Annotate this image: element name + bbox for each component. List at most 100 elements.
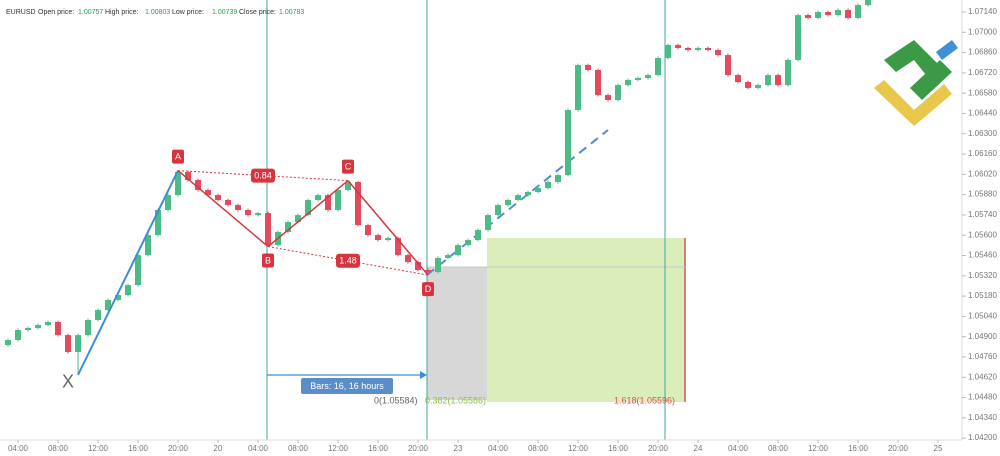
candle-body bbox=[265, 213, 271, 246]
y-tick-label: 1.07000 bbox=[968, 27, 997, 36]
y-tick-label: 1.05320 bbox=[968, 271, 997, 280]
symbol: EURUSD bbox=[6, 9, 36, 16]
candle-body bbox=[305, 200, 311, 216]
x-tick-label: 25 bbox=[934, 444, 943, 453]
candle-body bbox=[715, 50, 721, 56]
candle-body bbox=[805, 15, 811, 18]
candle-body bbox=[115, 295, 121, 300]
candle-body bbox=[45, 322, 51, 326]
x-tick-label: 23 bbox=[454, 444, 463, 453]
candle-body bbox=[425, 270, 431, 273]
y-tick-label: 1.04620 bbox=[968, 372, 997, 381]
fib-label: 1.618(1.05596) bbox=[614, 395, 675, 405]
bars-label-box bbox=[301, 378, 393, 394]
x-tick-label: 20 bbox=[214, 444, 223, 453]
candle-body bbox=[135, 255, 141, 286]
target-zone bbox=[487, 238, 685, 402]
x-tick-label: 04:00 bbox=[8, 444, 29, 453]
gray-zone bbox=[427, 267, 487, 400]
candle-body bbox=[585, 65, 591, 70]
candle-body bbox=[195, 180, 201, 190]
candle-body bbox=[155, 210, 161, 236]
candle-body bbox=[205, 190, 211, 196]
y-tick-label: 1.06300 bbox=[968, 129, 997, 138]
candle-body bbox=[505, 200, 511, 206]
pattern-leg bbox=[347, 180, 429, 276]
pattern-leg bbox=[177, 170, 269, 248]
candle-body bbox=[285, 222, 291, 233]
fib-label: 0(1.05584) bbox=[374, 395, 418, 405]
xa-leg bbox=[77, 170, 179, 376]
candle-body bbox=[365, 225, 371, 236]
y-tick-label: 1.04760 bbox=[968, 352, 997, 361]
logo bbox=[874, 40, 958, 126]
point-label: C bbox=[345, 161, 352, 171]
candle-body bbox=[185, 172, 191, 180]
x-tick-label: 08:00 bbox=[48, 444, 69, 453]
candle-body bbox=[775, 75, 781, 86]
candle-body bbox=[485, 215, 491, 230]
y-tick-label: 1.07140 bbox=[968, 7, 997, 16]
candle-body bbox=[795, 15, 801, 60]
candle-body bbox=[755, 85, 761, 88]
x-tick-label: 08:00 bbox=[288, 444, 309, 453]
y-tick-label: 1.06160 bbox=[968, 149, 997, 158]
candle-body bbox=[655, 57, 661, 76]
x-tick-label: 04:00 bbox=[248, 444, 269, 453]
candle-body bbox=[695, 47, 701, 50]
candle-body bbox=[385, 237, 391, 240]
x-tick-label: 20:00 bbox=[888, 444, 909, 453]
candle-body bbox=[475, 230, 481, 240]
candle-body bbox=[255, 213, 261, 216]
x-tick-label: 12:00 bbox=[88, 444, 109, 453]
y-tick-label: 1.04900 bbox=[968, 332, 997, 341]
candle-body bbox=[665, 45, 671, 58]
x-tick-label: 16:00 bbox=[608, 444, 629, 453]
y-tick-label: 1.04480 bbox=[968, 393, 997, 402]
candle-body bbox=[575, 65, 581, 110]
candle-body bbox=[825, 12, 831, 16]
ratio-label: 1.48 bbox=[339, 256, 357, 266]
y-tick-label: 1.05460 bbox=[968, 251, 997, 260]
candle-body bbox=[165, 195, 171, 210]
candle-body bbox=[395, 237, 401, 256]
ratio-label: 0.84 bbox=[254, 170, 272, 180]
bars-label: Bars: 16, 16 hours bbox=[310, 381, 384, 391]
x-tick-label: 04:00 bbox=[728, 444, 749, 453]
candle-body bbox=[595, 70, 601, 96]
candle-body bbox=[535, 187, 541, 193]
candle-body bbox=[705, 47, 711, 50]
candle-body bbox=[735, 75, 741, 83]
candle-body bbox=[235, 205, 241, 210]
point-box bbox=[262, 253, 274, 268]
candle-body bbox=[645, 75, 651, 78]
x-tick-label: 20:00 bbox=[648, 444, 669, 453]
candle-body bbox=[455, 245, 461, 256]
y-tick-label: 1.06720 bbox=[968, 68, 997, 77]
candle-body bbox=[545, 182, 551, 188]
logo-part bbox=[874, 80, 952, 126]
y-tick-label: 1.05740 bbox=[968, 210, 997, 219]
candle-body bbox=[5, 340, 11, 346]
logo-part bbox=[910, 60, 952, 100]
candle-body bbox=[625, 80, 631, 86]
candle-body bbox=[105, 300, 111, 310]
candle-body bbox=[465, 240, 471, 246]
info-value: 1.00803 bbox=[145, 9, 170, 16]
candle-body bbox=[345, 182, 351, 190]
x-tick-label: 08:00 bbox=[768, 444, 789, 453]
candle-body bbox=[175, 172, 181, 196]
x-tick-label: 16:00 bbox=[848, 444, 869, 453]
info-label: High price: bbox=[105, 9, 139, 16]
candle-body bbox=[835, 10, 841, 16]
x-tick-label: 04:00 bbox=[488, 444, 509, 453]
y-tick-label: 1.05600 bbox=[968, 230, 997, 239]
candle-body bbox=[405, 255, 411, 263]
candle-body bbox=[145, 235, 151, 256]
x-tick-label: 20:00 bbox=[408, 444, 429, 453]
candle-body bbox=[95, 310, 101, 320]
info-value: 1.00757 bbox=[78, 9, 103, 16]
candle-body bbox=[445, 255, 451, 258]
info-value: 1.00783 bbox=[279, 9, 304, 16]
candle-body bbox=[565, 110, 571, 176]
